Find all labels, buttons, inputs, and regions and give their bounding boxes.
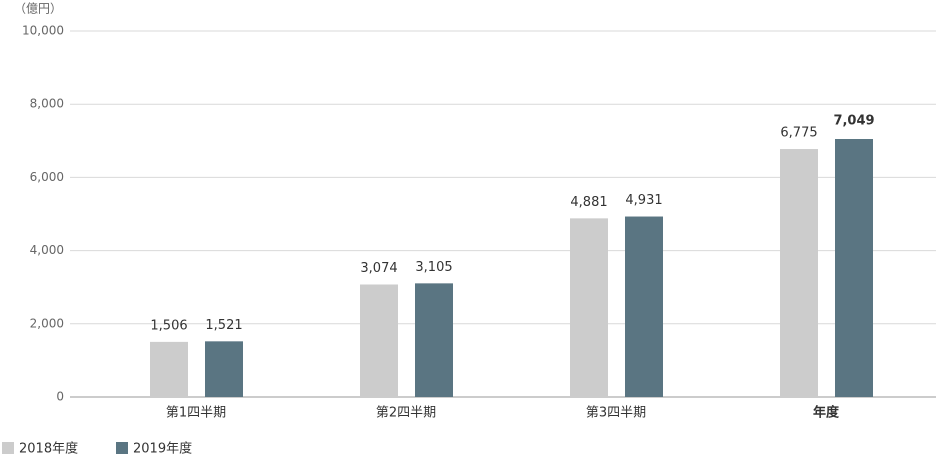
x-tick-label: 第3四半期: [586, 406, 646, 421]
value-label: 4,881: [570, 195, 607, 210]
legend-swatch: [116, 442, 128, 454]
bar: [625, 216, 663, 397]
value-label: 1,521: [205, 318, 242, 333]
x-tick-label: 第1四半期: [166, 406, 226, 421]
y-unit-label: （億円）: [14, 2, 62, 16]
legend-label: 2019年度: [133, 441, 192, 456]
y-tick-label: 6,000: [30, 170, 64, 184]
bar: [360, 284, 398, 397]
bar: [570, 218, 608, 397]
bar: [835, 139, 873, 398]
bar: [780, 149, 818, 397]
bar: [150, 341, 188, 397]
value-label: 1,506: [150, 318, 187, 333]
y-tick-label: 8,000: [30, 97, 64, 111]
bar: [205, 341, 243, 397]
legend-label: 2018年度: [19, 441, 78, 456]
y-tick-label: 2,000: [30, 316, 64, 330]
bar: [415, 283, 453, 397]
value-label: 3,105: [415, 260, 452, 275]
value-label: 6,775: [780, 126, 817, 141]
y-tick-label: 0: [56, 390, 64, 404]
x-tick-label: 第2四半期: [376, 406, 436, 421]
value-label: 3,074: [360, 261, 397, 276]
value-label: 4,931: [625, 193, 662, 208]
x-tick-label: 年度: [813, 405, 840, 421]
y-tick-label: 10,000: [22, 24, 64, 38]
legend-swatch: [2, 442, 14, 454]
value-label: 7,049: [833, 114, 874, 129]
y-tick-label: 4,000: [30, 243, 64, 257]
